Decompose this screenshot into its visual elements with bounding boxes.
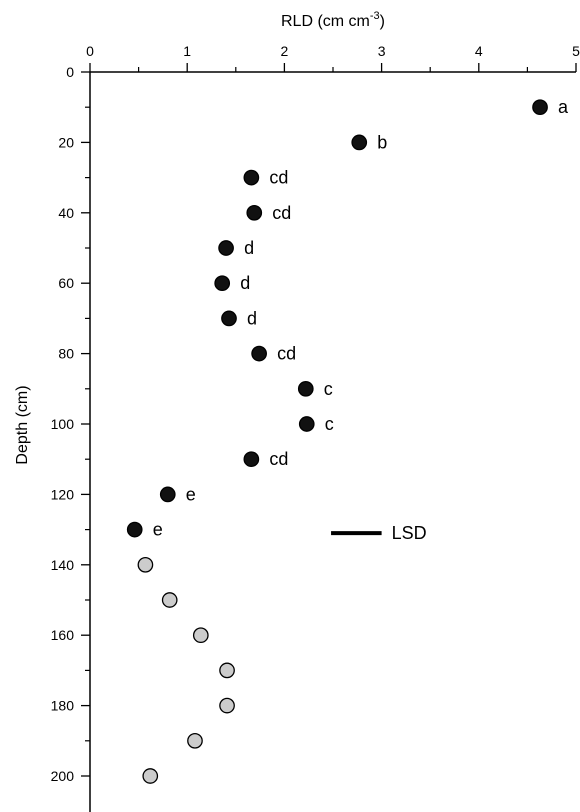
x-tick-label: 5 — [572, 43, 580, 59]
x-axis-title-superscript: -3 — [370, 10, 380, 22]
significance-label: c — [325, 414, 334, 434]
data-point — [243, 451, 260, 468]
significance-label: d — [247, 308, 257, 328]
y-tick-label: 200 — [51, 768, 75, 784]
y-tick-label: 100 — [51, 416, 75, 432]
data-point — [532, 99, 548, 116]
data-point — [126, 521, 143, 538]
data-point — [218, 240, 234, 256]
lsd-group: LSD — [331, 523, 427, 543]
data-point — [137, 556, 154, 573]
x-axis-title: RLD (cm cm-3) — [281, 10, 385, 30]
significance-label: cd — [269, 168, 288, 188]
data-point — [214, 275, 231, 292]
x-ticks: 0 1 2 3 4 5 — [86, 43, 580, 72]
y-tick-label: 60 — [58, 275, 74, 291]
data-point — [243, 169, 260, 186]
data-point — [219, 662, 235, 679]
data-point — [251, 345, 267, 362]
x-tick-label: 2 — [281, 43, 289, 59]
significance-label: c — [324, 379, 333, 399]
significance-label: d — [244, 238, 254, 258]
significance-label: b — [377, 132, 387, 152]
significance-label: e — [153, 520, 163, 540]
y-axis-title: Depth (cm) — [14, 385, 31, 464]
data-point — [187, 732, 203, 749]
significance-label: d — [240, 273, 250, 293]
data-point — [142, 768, 159, 784]
data-point — [298, 416, 315, 432]
y-tick-label: 20 — [58, 134, 74, 150]
x-tick-label: 3 — [378, 43, 386, 59]
data-point — [161, 592, 178, 608]
significance-label: cd — [277, 344, 296, 364]
axes — [89, 71, 576, 812]
significance-label: cd — [272, 203, 291, 223]
y-tick-label: 80 — [58, 346, 74, 362]
data-point — [159, 486, 176, 503]
x-axis-title-close: ) — [380, 13, 385, 30]
data-point — [351, 134, 368, 151]
x-axis-title-text: RLD (cm cm — [281, 13, 370, 30]
data-point — [297, 380, 314, 397]
x-tick-label: 0 — [86, 43, 94, 59]
data-point — [192, 627, 209, 644]
lsd-label: LSD — [392, 523, 427, 543]
x-tick-label: 1 — [183, 43, 191, 59]
y-ticks: 0 20 40 60 80 100 120 140 160 180 200 — [51, 64, 90, 784]
significance-label: e — [186, 484, 196, 504]
significance-label: cd — [269, 449, 288, 469]
data-point — [221, 310, 237, 327]
y-tick-label: 0 — [66, 64, 74, 80]
y-tick-label: 160 — [51, 627, 75, 643]
y-tick-label: 180 — [51, 698, 75, 714]
x-tick-label: 4 — [475, 43, 483, 59]
data-point — [246, 204, 263, 221]
significance-label: a — [558, 97, 569, 117]
y-tick-label: 40 — [58, 205, 74, 221]
y-tick-label: 120 — [51, 486, 75, 502]
y-tick-label: 140 — [51, 557, 75, 573]
data-point — [219, 697, 235, 714]
